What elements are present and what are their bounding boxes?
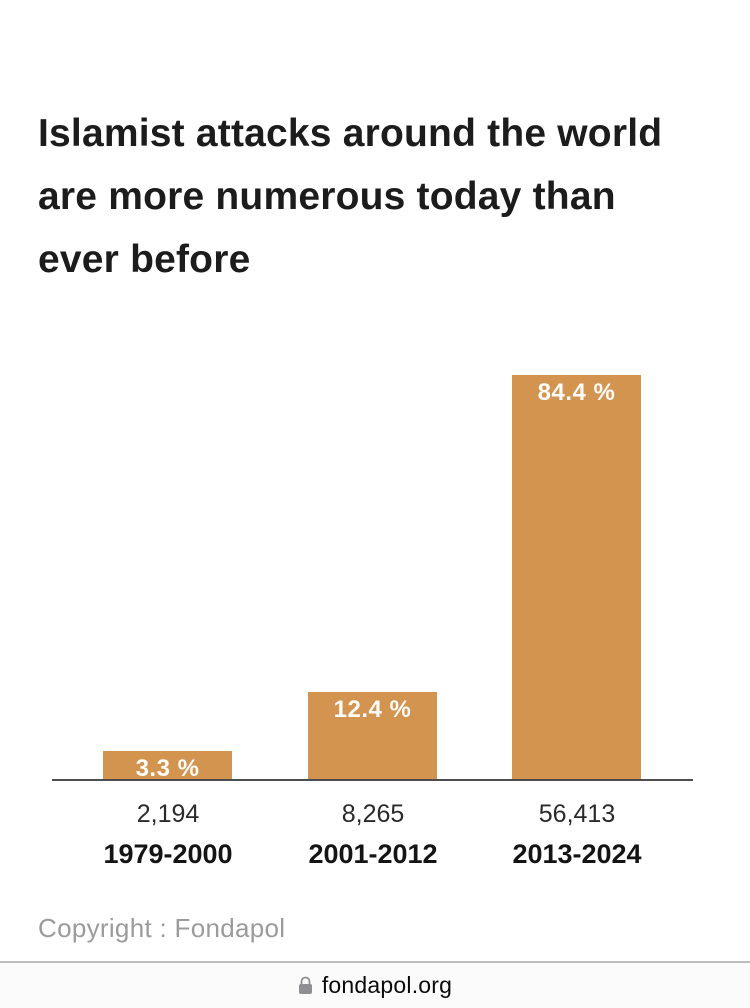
chart-title-line-1: Islamist attacks around the world <box>38 112 663 155</box>
period-label-1979-2000: 1979-2000 <box>103 839 233 869</box>
bar-percent-label: 3.3 % <box>135 755 200 782</box>
chart-title-line-2: are more numerous today than <box>38 175 616 218</box>
bar-percent-label: 84.4 % <box>537 379 616 406</box>
period-label-2001-2012: 2001-2012 <box>308 839 438 869</box>
count-label-2001-2012: 8,265 <box>341 800 405 828</box>
browser-url-bar[interactable]: fondapol.org <box>0 961 750 1008</box>
bar-2013-2024: 84.4 % <box>512 375 641 780</box>
chart-title: Islamist attacks around the world are mo… <box>38 102 718 291</box>
count-label-2013-2024: 56,413 <box>538 800 616 828</box>
lock-icon <box>298 976 313 995</box>
x-axis-line <box>52 779 693 781</box>
bar-percent-label: 12.4 % <box>333 696 412 723</box>
count-label-1979-2000: 2,194 <box>136 800 200 828</box>
period-label-2013-2024: 2013-2024 <box>512 839 642 869</box>
url-text[interactable]: fondapol.org <box>321 972 453 998</box>
chart-title-line-3: ever before <box>38 238 251 281</box>
bar-2001-2012: 12.4 % <box>308 692 437 780</box>
copyright-text: Copyright : Fondapol <box>38 913 286 943</box>
bar-1979-2000: 3.3 % <box>103 751 232 782</box>
